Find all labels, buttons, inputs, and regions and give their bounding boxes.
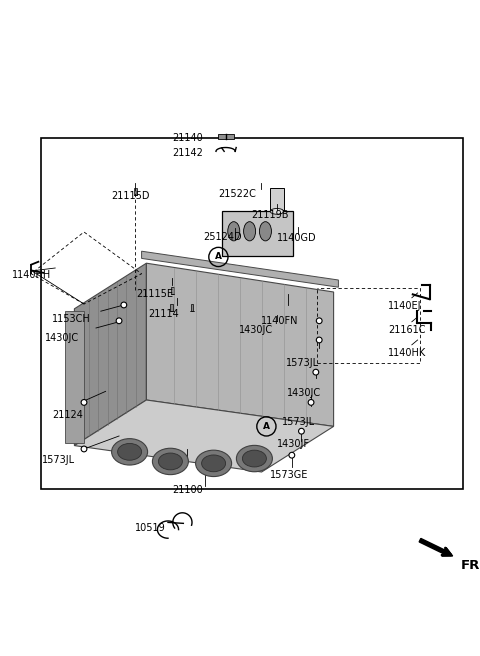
- Text: 1140FN: 1140FN: [261, 316, 298, 326]
- Text: 1430JC: 1430JC: [287, 388, 321, 398]
- Text: 10519: 10519: [135, 523, 166, 533]
- Bar: [134, 188, 137, 195]
- Circle shape: [81, 400, 87, 405]
- Polygon shape: [74, 263, 146, 445]
- Text: 1140EJ: 1140EJ: [388, 301, 421, 312]
- Text: 1573JL: 1573JL: [282, 417, 315, 426]
- Text: 1430JF: 1430JF: [277, 439, 311, 449]
- Circle shape: [299, 428, 304, 434]
- Ellipse shape: [112, 439, 148, 465]
- Circle shape: [116, 318, 122, 323]
- Ellipse shape: [259, 222, 272, 241]
- Bar: [218, 134, 234, 139]
- Text: 1140HK: 1140HK: [388, 348, 426, 358]
- Text: 21100: 21100: [172, 485, 203, 495]
- Text: 25124D: 25124D: [203, 232, 241, 242]
- Ellipse shape: [118, 443, 142, 461]
- Text: 21140: 21140: [172, 133, 203, 144]
- Text: 1140HH: 1140HH: [12, 270, 51, 280]
- Text: 1430JF: 1430JF: [153, 460, 186, 470]
- Text: 1430JC: 1430JC: [239, 325, 273, 335]
- Ellipse shape: [244, 222, 256, 241]
- Text: 21161C: 21161C: [388, 325, 425, 335]
- Ellipse shape: [158, 453, 182, 470]
- Text: 21142: 21142: [172, 148, 203, 158]
- Text: 21522C: 21522C: [218, 189, 256, 199]
- Text: FR.: FR.: [461, 560, 480, 572]
- Text: 21115D: 21115D: [111, 191, 150, 201]
- Polygon shape: [142, 251, 338, 287]
- Bar: [270, 188, 284, 211]
- Ellipse shape: [270, 209, 284, 215]
- Bar: [170, 304, 173, 311]
- Circle shape: [81, 446, 87, 452]
- Ellipse shape: [242, 450, 266, 467]
- Text: 21124: 21124: [52, 411, 83, 420]
- Text: 1430JC: 1430JC: [45, 333, 79, 342]
- Text: 1140GD: 1140GD: [277, 233, 317, 243]
- Circle shape: [289, 453, 295, 458]
- Text: A: A: [263, 422, 270, 431]
- FancyArrow shape: [419, 539, 453, 556]
- Bar: [171, 287, 174, 294]
- Ellipse shape: [152, 448, 188, 475]
- Ellipse shape: [202, 455, 226, 472]
- Polygon shape: [74, 400, 334, 472]
- Text: 21115E: 21115E: [136, 289, 173, 299]
- Circle shape: [308, 400, 314, 405]
- Ellipse shape: [228, 222, 240, 241]
- Bar: [222, 211, 293, 256]
- Polygon shape: [65, 311, 84, 443]
- Bar: [191, 304, 193, 311]
- Circle shape: [313, 369, 319, 375]
- Bar: [41, 138, 463, 489]
- Text: 1573GE: 1573GE: [270, 470, 309, 480]
- Ellipse shape: [196, 450, 232, 476]
- Circle shape: [121, 302, 127, 308]
- Polygon shape: [146, 263, 334, 426]
- Ellipse shape: [236, 445, 272, 472]
- Text: 1573JL: 1573JL: [42, 455, 75, 465]
- Text: 1153CH: 1153CH: [52, 314, 91, 324]
- Circle shape: [316, 337, 322, 343]
- Circle shape: [316, 318, 322, 323]
- Text: A: A: [215, 253, 222, 262]
- Text: 21119B: 21119B: [251, 210, 288, 220]
- Text: 21114: 21114: [148, 308, 179, 319]
- Text: 1573JL: 1573JL: [286, 358, 319, 367]
